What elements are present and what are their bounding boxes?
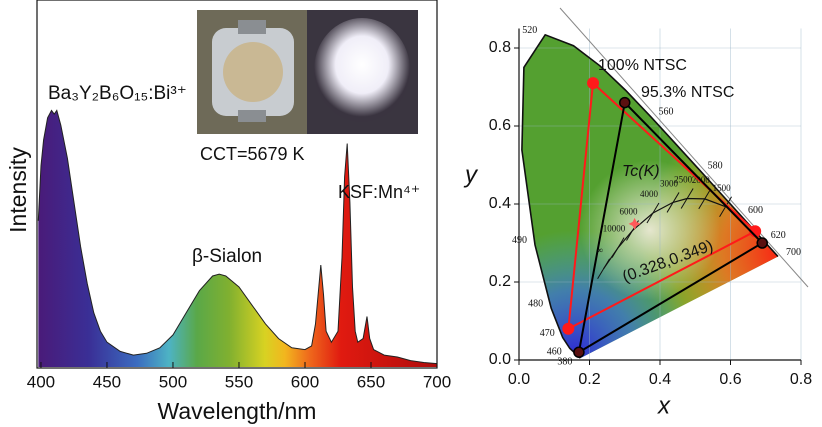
vertex (573, 346, 585, 358)
wavelength-label: 620 (771, 230, 786, 241)
wavelength-label: 520 (522, 25, 537, 36)
x-tick-label: 500 (159, 372, 187, 391)
isotherm (666, 192, 680, 213)
cct-label: 6000 (620, 207, 639, 217)
gamut-triangle (577, 100, 764, 355)
x-tick-label: 0.8 (790, 371, 812, 388)
cct-label: 1500 (713, 183, 732, 193)
inset-photos (197, 10, 418, 134)
x-tick-label: 550 (225, 372, 253, 391)
wavelength-label: 380 (557, 356, 572, 367)
x-tick-label: 700 (423, 372, 451, 391)
isotherm (611, 237, 625, 258)
spectrum-fill (38, 110, 438, 368)
cct-label: 10000 (603, 224, 626, 234)
x-tick-label: 650 (357, 372, 385, 391)
x-axis-title: x (657, 392, 671, 419)
x-tick-label: 0.6 (719, 371, 741, 388)
wavelength-label: 470 (540, 328, 555, 339)
y-tick-label: 0.6 (489, 117, 511, 134)
vertex (749, 225, 762, 238)
annotation: β-Sialon (192, 246, 262, 267)
cie-panel: 3804604704804905205605806006207000.00.20… (463, 7, 812, 419)
wavelength-label: 700 (786, 247, 801, 258)
isotherm (597, 258, 611, 279)
gamut-triangle (567, 81, 757, 331)
wavelength-label: 480 (528, 299, 543, 310)
x-tick-label: 400 (27, 372, 55, 391)
annotation: KSF:Mn⁴⁺ (338, 182, 420, 202)
y-tick-label: 0.4 (489, 195, 511, 212)
y-axis-title: y (463, 161, 479, 188)
y-tick-label: 0.2 (489, 273, 511, 290)
isotherm (646, 202, 660, 224)
planckian-locus (603, 197, 726, 270)
spectrum-panel: 400 450 500 550 600 650 700 Wavelength/nm Intens… (5, 83, 451, 424)
x-axis-title: Wavelength/nm (158, 398, 317, 424)
cct-label: 2500 (674, 175, 693, 185)
vertex (756, 237, 768, 249)
y-axis-title: Intensity (5, 147, 31, 233)
y-tick-label: 0.8 (489, 39, 511, 56)
x-tick-label: 0.2 (578, 371, 600, 388)
spectrum-line (37, 109, 438, 365)
vertex (587, 77, 600, 90)
x-tick-label: 450 (93, 372, 121, 391)
planckian-title: Tc(K) (622, 163, 660, 180)
vertex (562, 322, 575, 335)
cct-label: 3000 (660, 179, 679, 189)
x-tick-label: 0.0 (508, 371, 530, 388)
annotation: CCT=5679 K (200, 144, 305, 164)
cct-label: ∞ (596, 245, 602, 255)
annotation: Ba₃Y₂B₆O₁₅:Bi³⁺ (48, 83, 187, 104)
vertex (619, 96, 631, 109)
legend-label: 95.3% NTSC (641, 84, 734, 101)
white-point (628, 217, 641, 230)
x-tick-label: 600 (291, 372, 319, 391)
spectral-locus (521, 33, 779, 359)
x-tick-label: 0.4 (649, 371, 671, 388)
wavelength-label: 600 (748, 205, 763, 216)
wavelength-label: 460 (547, 347, 562, 358)
y-tick-label: 0.0 (489, 351, 511, 368)
isotherm (680, 188, 694, 209)
cct-label: 4000 (640, 189, 659, 199)
wavelength-label: 580 (708, 161, 723, 172)
isotherm (698, 188, 712, 210)
plot-frame (36, 0, 438, 369)
legend-label: 100% NTSC (598, 57, 687, 74)
wavelength-label: 560 (659, 107, 674, 118)
